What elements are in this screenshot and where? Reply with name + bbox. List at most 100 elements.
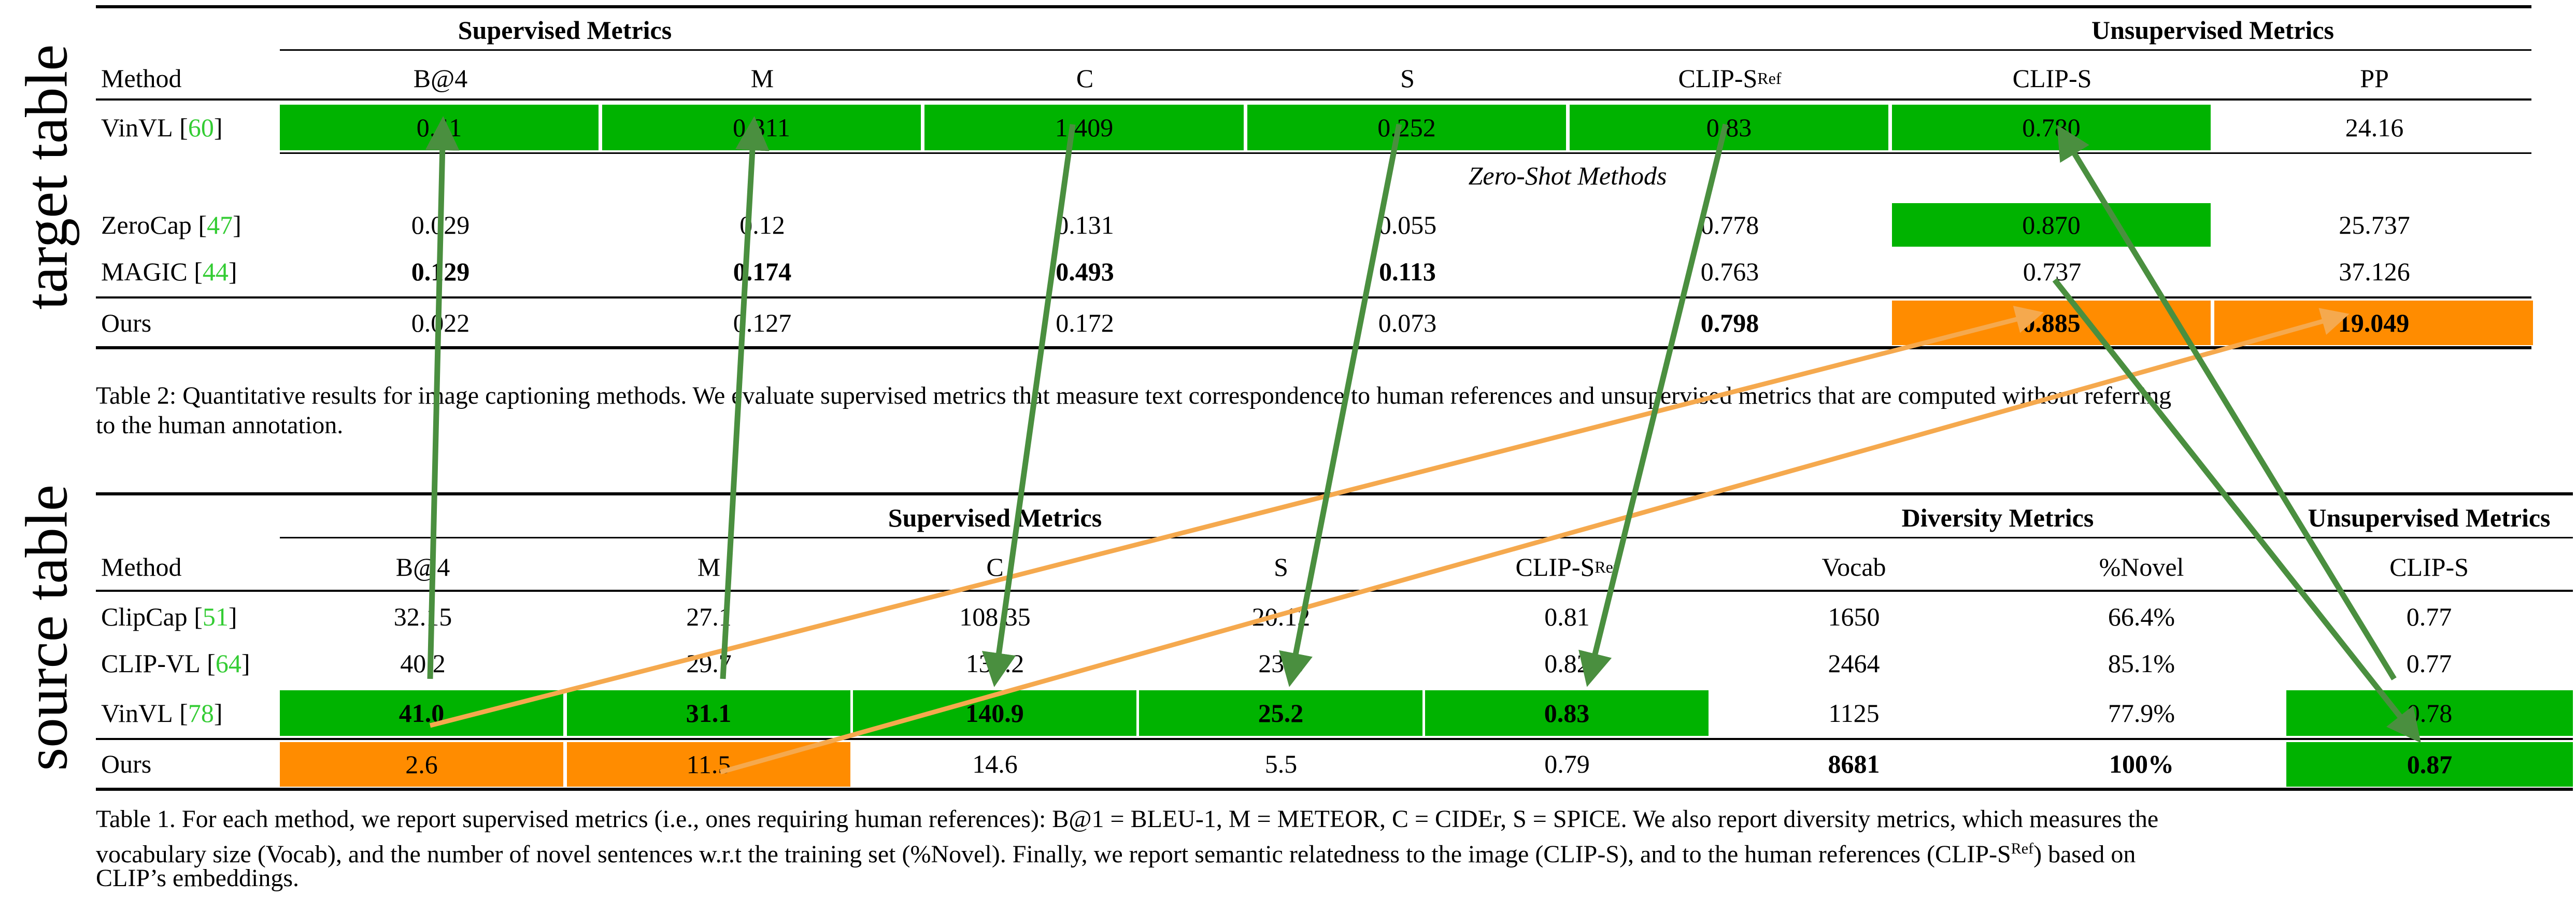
source-clipvl-m: 29.7: [686, 649, 732, 678]
source-clipvl-novel: 85.1%: [2108, 649, 2175, 678]
target-header-m: M: [750, 64, 774, 93]
source-mid-rule: [96, 738, 2573, 740]
target-zerocap-name: ZeroCap: [101, 210, 192, 239]
source-ours-vocab: 8681: [1828, 749, 1880, 778]
target-zerocap-s: 0.055: [1378, 210, 1437, 239]
target-header-ref-sup: Ref: [1757, 68, 1782, 88]
source-clipcap-vocab: 1650: [1828, 602, 1880, 631]
source-vinvl-m: 31.1: [567, 690, 850, 736]
source-header-ref-sup: Ref: [1595, 557, 1619, 576]
target-magic-name: MAGIC: [101, 257, 188, 286]
source-row-clipvl-name: CLIP-VL [64]: [101, 649, 250, 678]
target-ours-pp: 19.049: [2214, 301, 2533, 345]
target-vinvl-b4: 0.41: [280, 105, 599, 150]
target-zerocap-pp: 25.737: [2339, 210, 2410, 239]
target-zerocap-b4: 0.029: [411, 210, 470, 239]
source-clipcap-s: 20.12: [1251, 602, 1311, 631]
target-group-unsupervised: Unsupervised Metrics: [2091, 16, 2334, 45]
target-ours-c: 0.172: [1056, 308, 1114, 337]
source-caption-line1: Table 1. For each method, we report supe…: [96, 805, 2159, 833]
source-vinvl-clipsref: 0.83: [1425, 690, 1709, 736]
source-clipvl-name: CLIP-VL: [101, 649, 201, 678]
target-group-rule: [280, 49, 2531, 51]
source-vinvl-vocab: 1125: [1828, 699, 1880, 728]
source-top-rule: [96, 492, 2573, 495]
target-magic-clips: 0.737: [2023, 257, 2082, 286]
target-vinvl-clipsref: 0.83: [1570, 105, 1888, 150]
target-group-supervised: Supervised Metrics: [458, 16, 672, 45]
source-caption-line2-text: vocabulary size (Vocab), and the number …: [96, 841, 2011, 868]
source-row-clipcap-name: ClipCap [51]: [101, 602, 237, 631]
source-header-clipsref-text: CLIP-S: [1515, 552, 1595, 581]
target-header-s: S: [1400, 64, 1415, 93]
source-header-b4: B@4: [395, 552, 450, 581]
source-group-unsupervised: Unsupervised Metrics: [2308, 503, 2551, 532]
source-vinvl-s: 25.2: [1139, 690, 1422, 736]
target-vinvl-name: VinVL: [101, 113, 173, 142]
source-caption-line2: vocabulary size (Vocab), and the number …: [96, 834, 2573, 869]
source-header-c: C: [986, 552, 1004, 581]
target-zerocap-cite: 47: [207, 210, 233, 239]
target-zerocap-clips: 0.870: [1892, 203, 2211, 247]
source-ours-c: 14.6: [972, 749, 1018, 778]
target-row-magic-name: MAGIC [44]: [101, 257, 237, 286]
source-ours-m: 11.5: [567, 742, 850, 787]
source-vinvl-clips: 0.78: [2286, 690, 2573, 736]
source-vinvl-novel: 77.9%: [2108, 699, 2175, 728]
source-clipvl-clipsref: 0.82: [1544, 649, 1590, 678]
source-caption-ref-sup: Ref: [2011, 840, 2034, 857]
target-magic-cite: 44: [202, 257, 229, 286]
target-vinvl-rule: [280, 152, 2531, 154]
source-clipvl-clips: 0.77: [2406, 649, 2452, 678]
target-zerocap-m: 0.12: [739, 210, 785, 239]
source-clipcap-clips: 0.77: [2406, 602, 2452, 631]
target-magic-s: 0.113: [1379, 257, 1436, 286]
source-header-m: M: [697, 552, 721, 581]
source-clipcap-m: 27.1: [686, 602, 732, 631]
target-vinvl-clips: 0.780: [1892, 105, 2211, 150]
source-table-label: source table: [13, 485, 80, 771]
source-clipvl-c: 134.2: [965, 649, 1024, 678]
source-clipvl-cite: 64: [215, 649, 241, 678]
target-row-zerocap-name: ZeroCap [47]: [101, 210, 241, 239]
source-clipcap-c: 108.35: [959, 602, 1031, 631]
source-clipvl-vocab: 2464: [1828, 649, 1880, 678]
target-header-clipsref-text: CLIP-S: [1678, 64, 1758, 93]
target-ours-clips: 0.885: [1892, 301, 2211, 345]
target-header-rule: [96, 98, 2531, 101]
target-ours-m: 0.127: [733, 308, 792, 337]
target-section-zeroshot: Zero-Shot Methods: [1468, 161, 1667, 190]
target-header-clipsref: CLIP-S Ref: [1569, 61, 1891, 95]
target-mid-rule: [96, 296, 2531, 298]
source-clipcap-clipsref: 0.81: [1544, 602, 1590, 631]
source-ours-novel: 100%: [2109, 749, 2174, 778]
source-header-novel: %Novel: [2099, 552, 2184, 581]
source-header-s: S: [1274, 552, 1288, 581]
target-magic-c: 0.493: [1056, 257, 1114, 286]
source-caption-line2-end: ) based on: [2033, 841, 2136, 868]
source-ours-clipsref: 0.79: [1544, 749, 1590, 778]
target-zerocap-c: 0.131: [1056, 210, 1114, 239]
target-vinvl-s: 0.252: [1247, 105, 1566, 150]
target-magic-m: 0.174: [733, 257, 792, 286]
source-vinvl-b4: 41.0: [280, 690, 563, 736]
source-clipvl-s: 23.8: [1258, 649, 1304, 678]
target-zerocap-clipsref: 0.778: [1700, 210, 1759, 239]
source-ours-clips: 0.87: [2286, 742, 2573, 787]
source-clipcap-novel: 66.4%: [2108, 602, 2175, 631]
source-header-rule: [96, 590, 2573, 592]
source-clipcap-cite: 51: [202, 602, 229, 631]
source-group-supervised: Supervised Metrics: [888, 503, 1102, 532]
target-header-c: C: [1076, 64, 1094, 93]
target-ours-s: 0.073: [1378, 308, 1437, 337]
target-table-label: target table: [13, 44, 80, 310]
source-clipcap-name: ClipCap: [101, 602, 188, 631]
source-row-vinvl-name: VinVL [78]: [101, 699, 223, 728]
target-bottom-rule: [96, 346, 2531, 349]
target-ours-clipsref: 0.798: [1700, 308, 1759, 337]
target-vinvl-c: 1.409: [924, 105, 1244, 150]
target-magic-clipsref: 0.763: [1700, 257, 1759, 286]
target-ours-b4: 0.022: [411, 308, 470, 337]
source-header-clipsref: CLIP-S Ref: [1424, 549, 1710, 585]
target-header-clips: CLIP-S: [2012, 64, 2092, 93]
